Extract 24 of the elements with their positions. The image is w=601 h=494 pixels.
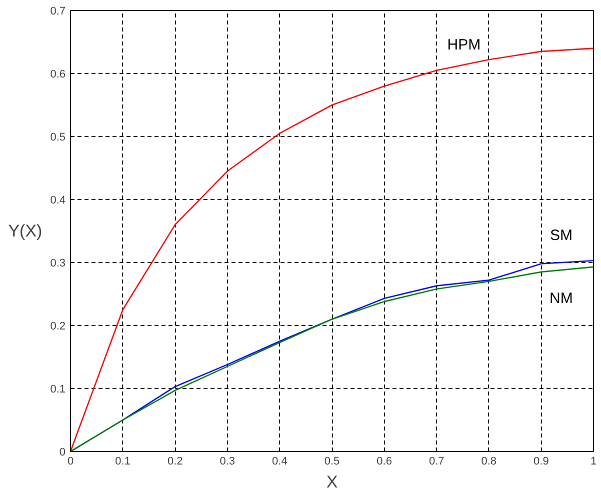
y-axis-title: Y(X) <box>8 222 42 240</box>
series-label: HPM <box>447 36 481 54</box>
y-tick-label: 0.6 <box>50 68 66 80</box>
x-tick-label: 0.9 <box>534 456 549 468</box>
y-tick-label: 0.5 <box>50 132 66 144</box>
y-tick-label: 0 <box>59 446 66 458</box>
y-tick-label: 0.4 <box>50 194 66 206</box>
y-tick-label: 0.3 <box>50 258 66 270</box>
x-tick-label: 0.4 <box>272 456 288 468</box>
y-tick-label: 0.2 <box>50 320 66 332</box>
y-tick-label: 0.1 <box>50 384 66 396</box>
x-tick-label: 0.2 <box>167 456 183 468</box>
x-tick-label: 0.7 <box>428 456 444 468</box>
x-tick-label: 0.3 <box>220 456 236 468</box>
series-label: NM <box>550 290 573 307</box>
y-tick-label: 0.7 <box>50 6 66 18</box>
series-label: SM <box>550 226 572 244</box>
x-tick-label: 1 <box>590 456 597 468</box>
x-tick-label: 0.1 <box>115 456 130 468</box>
x-tick-label: 0.8 <box>481 456 497 468</box>
x-tick-label: 0.6 <box>376 456 392 468</box>
x-tick-label: 0 <box>67 456 74 468</box>
x-axis-title: X <box>326 472 338 492</box>
x-tick-label: 0.5 <box>324 456 340 468</box>
